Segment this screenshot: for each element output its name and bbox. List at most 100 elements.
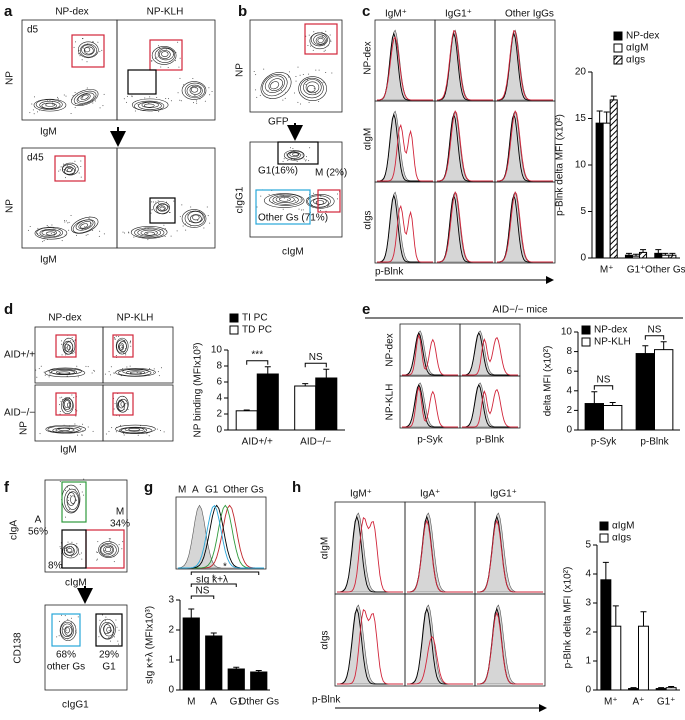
y-tick-label: 6 — [216, 377, 222, 388]
event-dot — [67, 222, 69, 224]
event-dot — [328, 37, 330, 39]
event-dot — [157, 207, 159, 209]
event-dot — [53, 235, 55, 237]
event-dot — [164, 235, 166, 237]
contour — [263, 193, 305, 208]
event-dot — [68, 229, 70, 231]
event-dot — [118, 399, 120, 401]
event-dot — [321, 35, 323, 37]
event-dot — [181, 204, 183, 206]
bar — [654, 252, 663, 259]
contour — [36, 227, 64, 238]
y-tick-label: 8 — [566, 346, 572, 357]
event-dot — [74, 103, 76, 105]
event-dot — [253, 70, 255, 72]
plot-frame — [116, 19, 216, 121]
contour — [161, 51, 169, 57]
event-dot — [66, 629, 68, 631]
event-dot — [153, 201, 155, 203]
event-dot — [78, 172, 80, 174]
contour — [118, 341, 127, 352]
contour — [44, 368, 86, 378]
event-dot — [130, 345, 132, 347]
event-dot — [74, 624, 76, 626]
event-dot — [115, 431, 117, 433]
event-dot — [83, 494, 85, 496]
error-bar — [662, 252, 669, 256]
isotype-histogram — [336, 512, 403, 593]
y-tick-label: 5 — [580, 206, 586, 217]
event-dot — [72, 162, 74, 164]
contour — [315, 36, 326, 45]
event-dot — [42, 101, 44, 103]
contour — [63, 343, 71, 352]
event-dot — [147, 228, 149, 230]
event-dot — [65, 547, 67, 549]
event-dot — [179, 99, 181, 101]
event-dot — [288, 76, 290, 78]
contour — [55, 427, 75, 433]
contour — [58, 427, 71, 431]
event-dot — [116, 426, 118, 428]
event-dot — [77, 376, 79, 378]
event-dot — [295, 80, 297, 82]
axis-label: CD138 — [13, 632, 24, 664]
event-dot — [67, 638, 69, 640]
isotype-histogram — [336, 604, 403, 685]
contour — [61, 397, 74, 415]
event-dot — [101, 49, 103, 51]
event-dot — [88, 218, 90, 220]
bar — [256, 373, 279, 431]
y-tick-label: 0 — [580, 253, 586, 264]
event-dot — [125, 399, 127, 401]
legend-swatch — [229, 325, 239, 335]
isotype-histogram — [462, 382, 518, 428]
significance-bracket — [190, 583, 237, 587]
stimulated-histogram — [407, 519, 473, 593]
event-dot — [59, 410, 61, 412]
event-dot — [294, 92, 296, 94]
legend-label: αIgM — [626, 43, 648, 54]
contour — [39, 228, 61, 238]
bar — [250, 671, 268, 691]
event-dot — [91, 372, 93, 374]
bar — [635, 353, 656, 431]
contour — [272, 195, 299, 205]
stimulated-histogram — [497, 191, 553, 263]
event-dot — [109, 374, 111, 376]
event-dot — [199, 214, 201, 216]
event-dot — [163, 431, 165, 433]
event-dot — [92, 102, 94, 104]
event-dot — [57, 100, 59, 102]
contour — [45, 102, 55, 107]
event-dot — [330, 39, 332, 41]
contour — [80, 94, 89, 100]
isotype-histogram — [436, 110, 493, 182]
legend-swatch — [599, 521, 609, 531]
unstimulated-histogram — [402, 332, 458, 376]
event-dot — [163, 224, 165, 226]
contour — [103, 545, 113, 554]
event-dot — [68, 221, 70, 223]
event-dot — [160, 430, 162, 432]
event-dot — [157, 371, 159, 373]
gate — [112, 392, 134, 416]
legend-swatch — [613, 31, 623, 41]
gate — [149, 39, 183, 71]
event-dot — [76, 543, 78, 545]
unstimulated-histogram — [337, 607, 403, 685]
event-dot — [129, 365, 131, 367]
event-dot — [61, 396, 63, 398]
event-dot — [110, 542, 112, 544]
event-dot — [117, 640, 119, 642]
event-dot — [38, 368, 40, 370]
axis-label: NP — [235, 63, 246, 77]
bar — [655, 688, 667, 691]
significance-label: *** — [251, 349, 263, 360]
stimulated-histogram — [497, 110, 553, 182]
event-dot — [289, 147, 291, 149]
event-dot — [62, 163, 64, 165]
event-dot — [92, 41, 94, 43]
event-dot — [185, 229, 187, 231]
event-dot — [48, 229, 50, 231]
